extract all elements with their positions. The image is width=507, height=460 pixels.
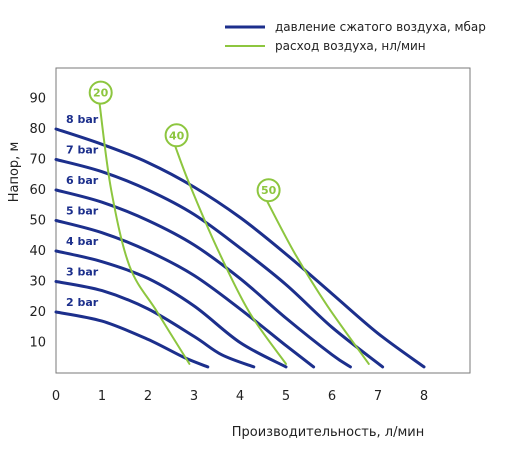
y-axis-title: Напор, м xyxy=(7,142,22,203)
pressure-curve-7-bar xyxy=(54,158,385,369)
x-tick-label: 2 xyxy=(144,389,152,404)
y-tick-label: 40 xyxy=(29,244,46,259)
y-tick-label: 90 xyxy=(29,92,46,107)
flow-curve-label: 20 xyxy=(93,87,109,100)
y-tick-label: 70 xyxy=(29,153,46,168)
pressure-curve-6-bar xyxy=(54,188,352,369)
x-tick-label: 0 xyxy=(52,389,60,404)
flow-curve-label: 50 xyxy=(261,184,277,197)
x-tick-label: 1 xyxy=(98,389,106,404)
legend-pressure-label: давление сжатого воздуха, мбар xyxy=(275,20,486,34)
pressure-curve-label: 4 bar xyxy=(66,235,99,248)
pressure-curve-3-bar xyxy=(54,280,256,369)
y-tick-label: 80 xyxy=(29,122,46,137)
y-tick-label: 20 xyxy=(29,305,46,320)
x-tick-label: 7 xyxy=(374,389,382,404)
pressure-curve-label: 3 bar xyxy=(66,266,99,279)
flow-label-circle xyxy=(256,178,281,203)
pressure-curve-label: 2 bar xyxy=(66,296,99,309)
y-tick-label: 50 xyxy=(29,214,46,229)
pressure-curve-label: 7 bar xyxy=(66,144,99,157)
pressure-curve-label: 5 bar xyxy=(66,205,99,218)
pressure-curve-2-bar xyxy=(54,310,210,369)
x-tick-label: 4 xyxy=(236,389,244,404)
tick-labels: 0 1 2 3 4 5 6 7 8 10 20 30 40 50 60 70 80 90 xyxy=(29,92,428,405)
pressure-curve-label: 8 bar xyxy=(66,113,99,126)
flow-curves: 20 40 50 xyxy=(88,80,370,365)
y-tick-label: 30 xyxy=(29,275,46,290)
flow-curve-40 xyxy=(174,146,287,365)
x-tick-label: 8 xyxy=(420,389,428,404)
legend: давление сжатого воздуха, мбар расход во… xyxy=(225,20,486,53)
pressure-curves: 2 bar 3 bar 4 bar 5 bar 6 bar 7 bar 8 bar xyxy=(54,113,426,369)
flow-curve-label: 40 xyxy=(169,129,185,142)
pressure-curve-4-bar xyxy=(54,249,288,369)
x-tick-label: 6 xyxy=(328,389,336,404)
pressure-curve-8-bar xyxy=(54,127,426,369)
flow-curve-50 xyxy=(266,201,370,365)
pressure-curve-label: 6 bar xyxy=(66,174,99,187)
x-axis-title: Производительность, л/мин xyxy=(232,425,424,440)
x-tick-label: 5 xyxy=(282,389,290,404)
y-tick-label: 60 xyxy=(29,183,46,198)
x-tick-label: 3 xyxy=(190,389,198,404)
legend-flow-label: расход воздуха, нл/мин xyxy=(275,39,426,53)
flow-label-circle xyxy=(88,80,113,105)
flow-label-circle xyxy=(164,123,189,148)
pressure-curve-5-bar xyxy=(54,219,316,369)
flow-curve-20 xyxy=(98,103,191,365)
y-tick-label: 10 xyxy=(29,336,46,351)
